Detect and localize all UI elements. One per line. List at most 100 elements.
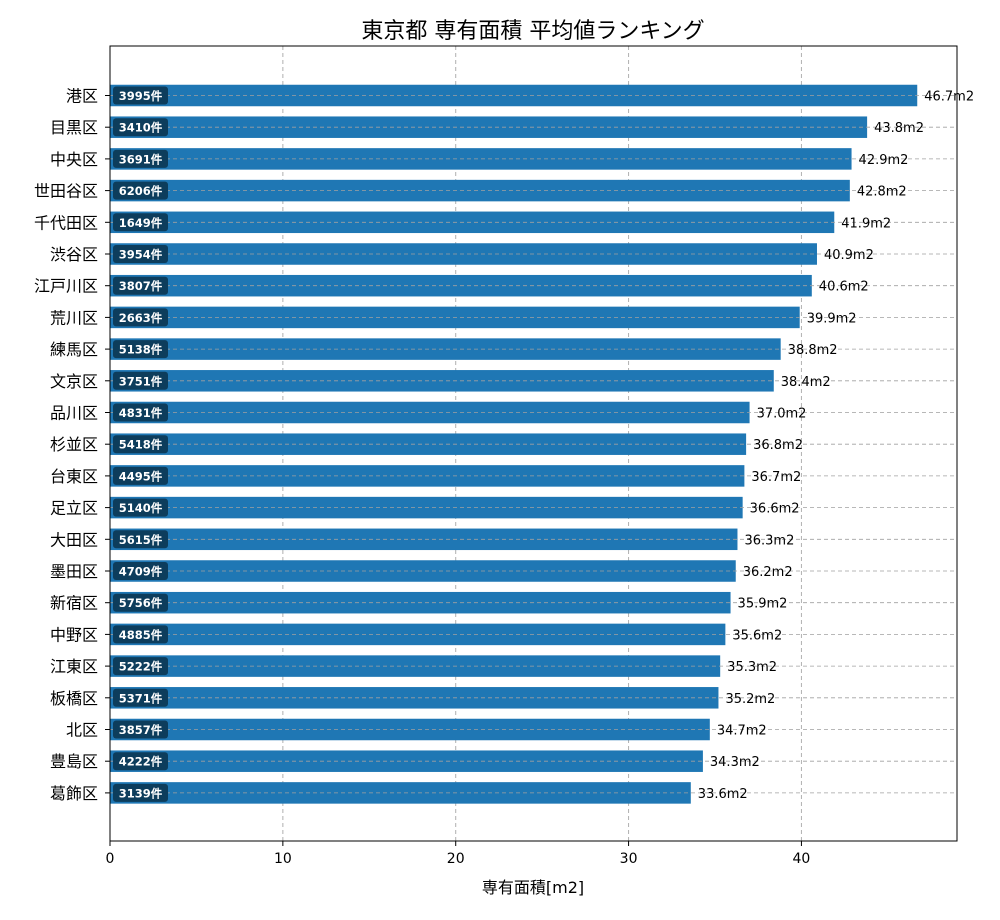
value-label: 36.6m2 — [750, 502, 800, 517]
count-badge — [113, 498, 168, 517]
count-label: 5756件 — [119, 596, 163, 610]
y-tick-label: 墨田区 — [50, 562, 98, 581]
count-badge — [113, 371, 168, 390]
count-label: 5418件 — [119, 438, 163, 452]
y-tick-label: 練馬区 — [50, 340, 98, 359]
count-label: 4885件 — [119, 628, 163, 642]
value-label: 36.8m2 — [753, 438, 803, 453]
value-label: 42.8m2 — [857, 185, 907, 200]
y-tick-label: 葛飾区 — [50, 784, 98, 803]
bar — [110, 148, 852, 170]
bar — [110, 560, 736, 582]
x-tick-label: 40 — [793, 851, 811, 867]
value-label: 42.9m2 — [859, 153, 909, 168]
bar — [110, 338, 781, 360]
y-tick-label: 港区 — [66, 87, 98, 106]
value-label: 35.3m2 — [727, 660, 777, 675]
count-label: 2663件 — [119, 311, 163, 325]
value-label: 40.6m2 — [819, 280, 869, 295]
count-label: 5615件 — [119, 533, 163, 547]
value-label: 41.9m2 — [841, 216, 891, 231]
count-badge — [113, 657, 168, 676]
y-tick-label: 文京区 — [50, 372, 98, 391]
y-tick-label: 中央区 — [50, 150, 98, 169]
count-label: 3857件 — [119, 723, 163, 737]
bar — [110, 401, 750, 424]
count-badge — [113, 118, 168, 137]
y-tick-label: 荒川区 — [50, 308, 98, 327]
count-label: 3139件 — [119, 786, 163, 800]
count-badge — [113, 403, 168, 422]
count-label: 5371件 — [119, 691, 163, 705]
bar — [110, 84, 918, 107]
count-label: 6206件 — [119, 184, 163, 198]
axis-layer: 0 10 20 30 40 港区目黒区中央区世田谷区千代田区渋谷区江戸川区荒川区練馬区文京… — [34, 87, 810, 868]
value-label: 34.7m2 — [717, 724, 767, 739]
value-label: 36.3m2 — [744, 533, 794, 548]
y-tick-label: 北区 — [66, 721, 98, 740]
count-badge — [113, 625, 168, 644]
y-tick-label: 江戸川区 — [34, 277, 98, 296]
value-label: 46.7m2 — [924, 90, 974, 105]
count-label: 5140件 — [119, 501, 163, 515]
value-label: 37.0m2 — [757, 407, 807, 422]
count-label: 5138件 — [119, 343, 163, 357]
x-tick-label: 10 — [274, 851, 292, 867]
bar — [110, 623, 726, 646]
count-label: 3691件 — [119, 152, 163, 166]
count-badge — [113, 688, 168, 707]
x-axis-label: 専有面積[m2] — [482, 878, 584, 897]
chart-title: 東京都 専有面積 平均値ランキング — [361, 19, 704, 44]
count-badge — [113, 245, 168, 263]
plot-frame — [109, 45, 958, 842]
count-badge — [113, 213, 168, 232]
y-tick-label: 新宿区 — [50, 594, 98, 613]
y-tick-label: 渋谷区 — [50, 245, 98, 264]
count-badge — [113, 783, 168, 802]
x-tick-label: 30 — [620, 851, 638, 867]
value-label: 33.6m2 — [698, 787, 748, 802]
count-badge — [113, 466, 168, 485]
y-tick-label: 世田谷区 — [34, 182, 98, 201]
count-badge — [113, 530, 168, 549]
y-tick-label: 板橋区 — [50, 689, 98, 708]
count-label: 4831件 — [119, 406, 163, 420]
value-label: 39.9m2 — [807, 311, 857, 326]
count-badge — [113, 308, 168, 327]
count-label: 3410件 — [119, 121, 163, 135]
value-label: 36.2m2 — [743, 565, 793, 580]
label-layer: 3995件 46.7m2 3410件 43.8m2 3691件 42.9m2 6206件 42… — [110, 86, 974, 802]
count-badge — [113, 149, 168, 168]
count-label: 5222件 — [119, 660, 163, 674]
y-tick-label: 千代田区 — [34, 213, 98, 232]
y-tick-label: 杉並区 — [50, 435, 98, 454]
count-badge — [113, 752, 168, 771]
count-badge — [113, 340, 168, 359]
y-tick-label: 中野区 — [50, 625, 98, 644]
value-label: 43.8m2 — [874, 121, 924, 136]
bar — [110, 211, 835, 234]
value-label: 35.9m2 — [738, 597, 788, 612]
count-badge — [113, 720, 168, 739]
count-label: 3954件 — [119, 248, 163, 262]
count-label: 4222件 — [119, 755, 163, 769]
bar — [110, 718, 710, 741]
count-label: 1649件 — [119, 216, 163, 230]
y-tick-label: 目黒区 — [50, 118, 98, 137]
x-tick-label: 20 — [447, 851, 465, 867]
bar — [110, 179, 850, 202]
y-tick-label: 足立区 — [50, 499, 98, 518]
count-badge — [113, 435, 168, 454]
y-tick-label: 台東区 — [50, 467, 98, 486]
count-badge — [113, 562, 168, 580]
value-label: 36.7m2 — [751, 470, 801, 485]
bar-layer — [110, 84, 918, 804]
count-badge — [113, 593, 168, 612]
value-label: 38.8m2 — [788, 343, 838, 358]
value-label: 35.6m2 — [732, 628, 782, 643]
y-tick-label: 大田区 — [50, 530, 98, 549]
count-badge — [113, 86, 168, 105]
count-badge — [113, 181, 168, 200]
y-tick-label: 豊島区 — [50, 752, 98, 771]
